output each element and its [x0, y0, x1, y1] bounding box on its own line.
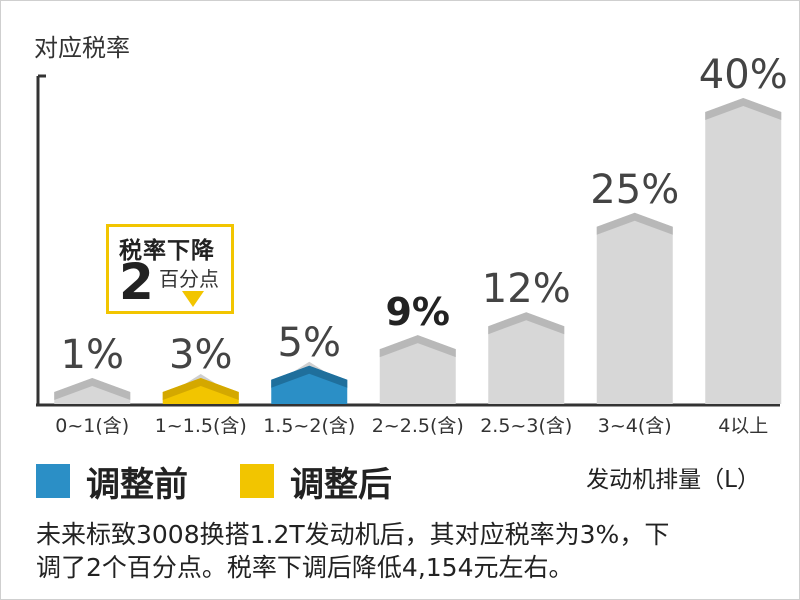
legend-before: 调整前	[36, 458, 188, 505]
value-label-4: 12%	[482, 266, 571, 312]
category-label-5: 3~4(含)	[598, 415, 672, 437]
bar-4	[488, 312, 565, 404]
value-label-1: 3%	[169, 332, 232, 378]
value-label-0: 1%	[61, 332, 124, 378]
bar-6	[705, 98, 782, 404]
legend-label-before: 调整前	[86, 464, 188, 505]
x-axis-title: 发动机排量（L）	[586, 467, 760, 493]
footer-line-1: 未来标致3008换搭1.2T发动机后，其对应税率为3%，下	[36, 520, 670, 549]
bar-cap-3	[379, 335, 456, 358]
bar-chart: 1% 0~1(含) 3% 1~1.5(含) 5% 1.5~2(含) 9% 2~2.5(含) 12…	[36, 52, 788, 437]
callout-number: 2	[119, 253, 154, 311]
callout-unit: 百分点	[159, 267, 219, 291]
bar-cap-2	[271, 365, 348, 388]
footer-line-2: 调了2个百分点。税率下调后降低4,154元左右。	[36, 553, 574, 582]
category-label-1: 1~1.5(含)	[155, 415, 247, 437]
y-axis-title: 对应税率	[34, 34, 130, 62]
axis-layer	[36, 74, 780, 407]
category-label-2: 1.5~2(含)	[263, 415, 355, 437]
value-label-2: 5%	[278, 320, 341, 366]
category-label-3: 2~2.5(含)	[372, 415, 464, 437]
bar-0	[54, 378, 131, 404]
value-label-3: 9%	[385, 290, 450, 334]
bar-cap-1	[162, 378, 239, 400]
bar-cap-4	[488, 312, 565, 335]
down-arrow-icon	[182, 291, 204, 307]
bar-1	[162, 378, 239, 404]
labels-layer: 1% 0~1(含) 3% 1~1.5(含) 5% 1.5~2(含) 9% 2~2.5(含) 12…	[55, 52, 787, 437]
bar-cap-6	[705, 98, 782, 120]
category-label-0: 0~1(含)	[55, 415, 129, 437]
legend-after: 调整后	[240, 458, 392, 505]
bar-cap-0	[54, 378, 131, 400]
category-label-4: 2.5~3(含)	[480, 415, 572, 437]
legend-swatch-before	[36, 464, 70, 498]
bar-5	[596, 212, 673, 404]
bar-3	[379, 335, 456, 404]
bar-cap-5	[596, 212, 673, 235]
value-label-6: 40%	[699, 52, 788, 98]
callout-title: 税率下降	[119, 238, 215, 264]
footer-note: 未来标致3008换搭1.2T发动机后，其对应税率为3%，下 调了2个百分点。税率…	[36, 518, 786, 584]
rate-drop-callout: 税率下降 2 百分点	[106, 224, 234, 314]
legend-label-after: 调整后	[290, 464, 392, 505]
category-label-6: 4以上	[718, 415, 768, 437]
value-label-5: 25%	[590, 167, 679, 213]
legend-swatch-after	[240, 464, 274, 498]
bars-layer	[54, 98, 782, 404]
